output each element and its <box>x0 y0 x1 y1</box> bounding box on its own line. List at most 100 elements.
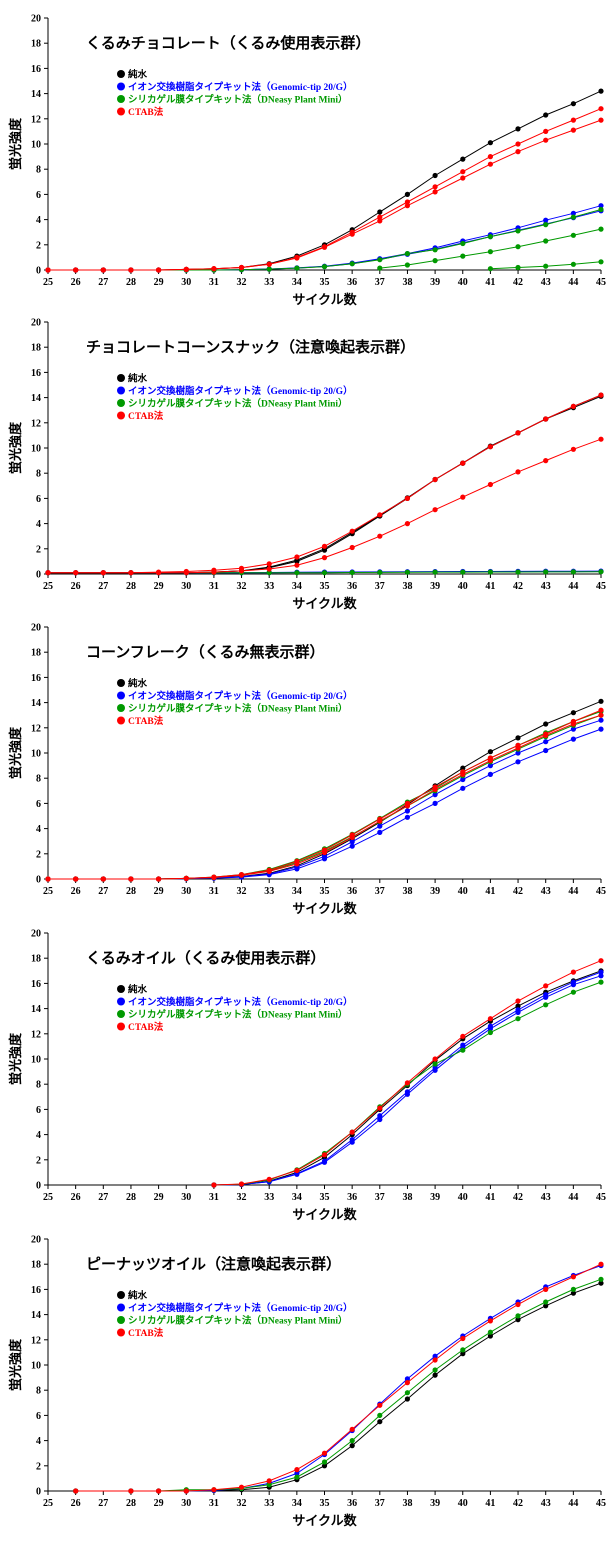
x-tick-label: 41 <box>485 886 495 897</box>
data-point <box>570 1290 577 1296</box>
data-point <box>432 800 438 807</box>
data-point <box>73 267 79 273</box>
x-axis-title: サイクル数 <box>292 1513 357 1528</box>
legend-label: イオン交換樹脂タイプキット法（Genomic-tip 20/G） <box>128 690 353 702</box>
data-point <box>404 262 410 268</box>
legend-marker <box>117 1316 125 1324</box>
data-point <box>238 264 245 271</box>
y-axis-title: 蛍光強度 <box>8 1032 23 1085</box>
data-point <box>543 222 549 228</box>
y-tick-label: 12 <box>31 418 41 429</box>
x-tick-label: 42 <box>513 1498 523 1509</box>
data-point <box>211 1182 217 1188</box>
x-tick-label: 30 <box>181 1498 191 1509</box>
data-point <box>487 749 493 755</box>
data-point <box>100 876 106 882</box>
x-tick-label: 26 <box>71 581 81 592</box>
data-point <box>45 267 51 273</box>
x-tick-label: 40 <box>458 581 468 592</box>
y-tick-label: 14 <box>31 393 41 404</box>
x-tick-label: 45 <box>596 1498 606 1509</box>
x-tick-label: 31 <box>209 1498 219 1509</box>
data-point <box>598 973 604 979</box>
data-point <box>266 261 272 267</box>
x-tick-label: 26 <box>71 1498 81 1509</box>
data-point <box>598 436 604 442</box>
y-tick-label: 0 <box>36 1181 41 1192</box>
data-point <box>321 264 328 270</box>
y-tick-label: 14 <box>31 1310 41 1321</box>
y-tick-label: 6 <box>36 1411 41 1422</box>
x-tick-label: 30 <box>181 581 191 592</box>
y-axis-title: 蛍光強度 <box>8 1338 23 1391</box>
legend-label: CTAB法 <box>128 106 164 118</box>
x-tick-label: 45 <box>596 277 606 288</box>
data-point <box>238 1181 245 1187</box>
data-point <box>598 979 604 985</box>
x-tick-label: 33 <box>264 1192 274 1203</box>
x-tick-label: 41 <box>485 1192 495 1203</box>
data-point <box>349 544 355 551</box>
x-tick-label: 43 <box>541 1498 551 1509</box>
legend-label: CTAB法 <box>128 1021 164 1033</box>
x-tick-label: 36 <box>347 277 357 288</box>
x-tick-label: 36 <box>347 1192 357 1203</box>
data-point <box>543 458 549 464</box>
data-point <box>515 1317 521 1323</box>
data-point <box>543 1286 549 1292</box>
data-point <box>570 1286 577 1292</box>
data-point <box>598 206 604 213</box>
data-point <box>349 231 355 237</box>
data-point <box>321 244 328 250</box>
data-point <box>598 1280 604 1286</box>
x-tick-label: 42 <box>513 1192 523 1203</box>
data-point <box>598 259 604 265</box>
data-point <box>570 710 577 716</box>
data-point <box>156 876 162 882</box>
legend-marker <box>117 691 125 700</box>
legend-background <box>112 65 370 119</box>
y-tick-label: 6 <box>36 799 41 810</box>
data-point <box>294 570 300 576</box>
data-point <box>321 570 328 576</box>
chart-panel-4: 0 2 4 6 8 10 12 14 16 18 20 25 26 27 28 29 30 31 32 33 34 35 3… <box>8 929 606 1223</box>
x-tick-label: 27 <box>98 581 108 592</box>
x-tick-label: 28 <box>126 1498 136 1509</box>
data-point <box>377 823 383 829</box>
data-point <box>404 814 410 820</box>
data-point <box>543 112 549 118</box>
data-point <box>321 1450 328 1456</box>
x-tick-label: 28 <box>126 1192 136 1203</box>
data-point <box>377 214 383 220</box>
data-point <box>487 771 493 778</box>
x-tick-label: 27 <box>98 277 108 288</box>
legend-marker <box>117 679 125 687</box>
data-point <box>183 875 189 882</box>
data-point <box>598 969 604 975</box>
data-point <box>598 1261 604 1267</box>
x-tick-label: 25 <box>43 1192 53 1203</box>
data-point <box>377 209 383 215</box>
data-point <box>487 1023 493 1029</box>
data-point <box>570 989 577 995</box>
y-tick-label: 10 <box>31 749 41 760</box>
x-tick-label: 30 <box>181 1192 191 1203</box>
x-tick-label: 32 <box>237 1498 247 1509</box>
x-tick-label: 35 <box>320 1498 330 1509</box>
x-tick-label: 28 <box>126 277 136 288</box>
data-point <box>294 1470 300 1476</box>
data-point <box>487 161 493 167</box>
data-point <box>570 569 577 575</box>
title-background <box>78 1250 396 1276</box>
data-point <box>432 184 438 190</box>
x-tick-label: 40 <box>458 1498 468 1509</box>
legend-marker <box>117 411 125 420</box>
data-point <box>349 1426 355 1432</box>
data-point <box>570 403 577 409</box>
data-point <box>515 149 521 155</box>
data-point <box>460 156 466 162</box>
legend-label: 純水 <box>128 1290 148 1302</box>
x-tick-label: 38 <box>402 886 412 897</box>
data-point <box>543 721 549 727</box>
